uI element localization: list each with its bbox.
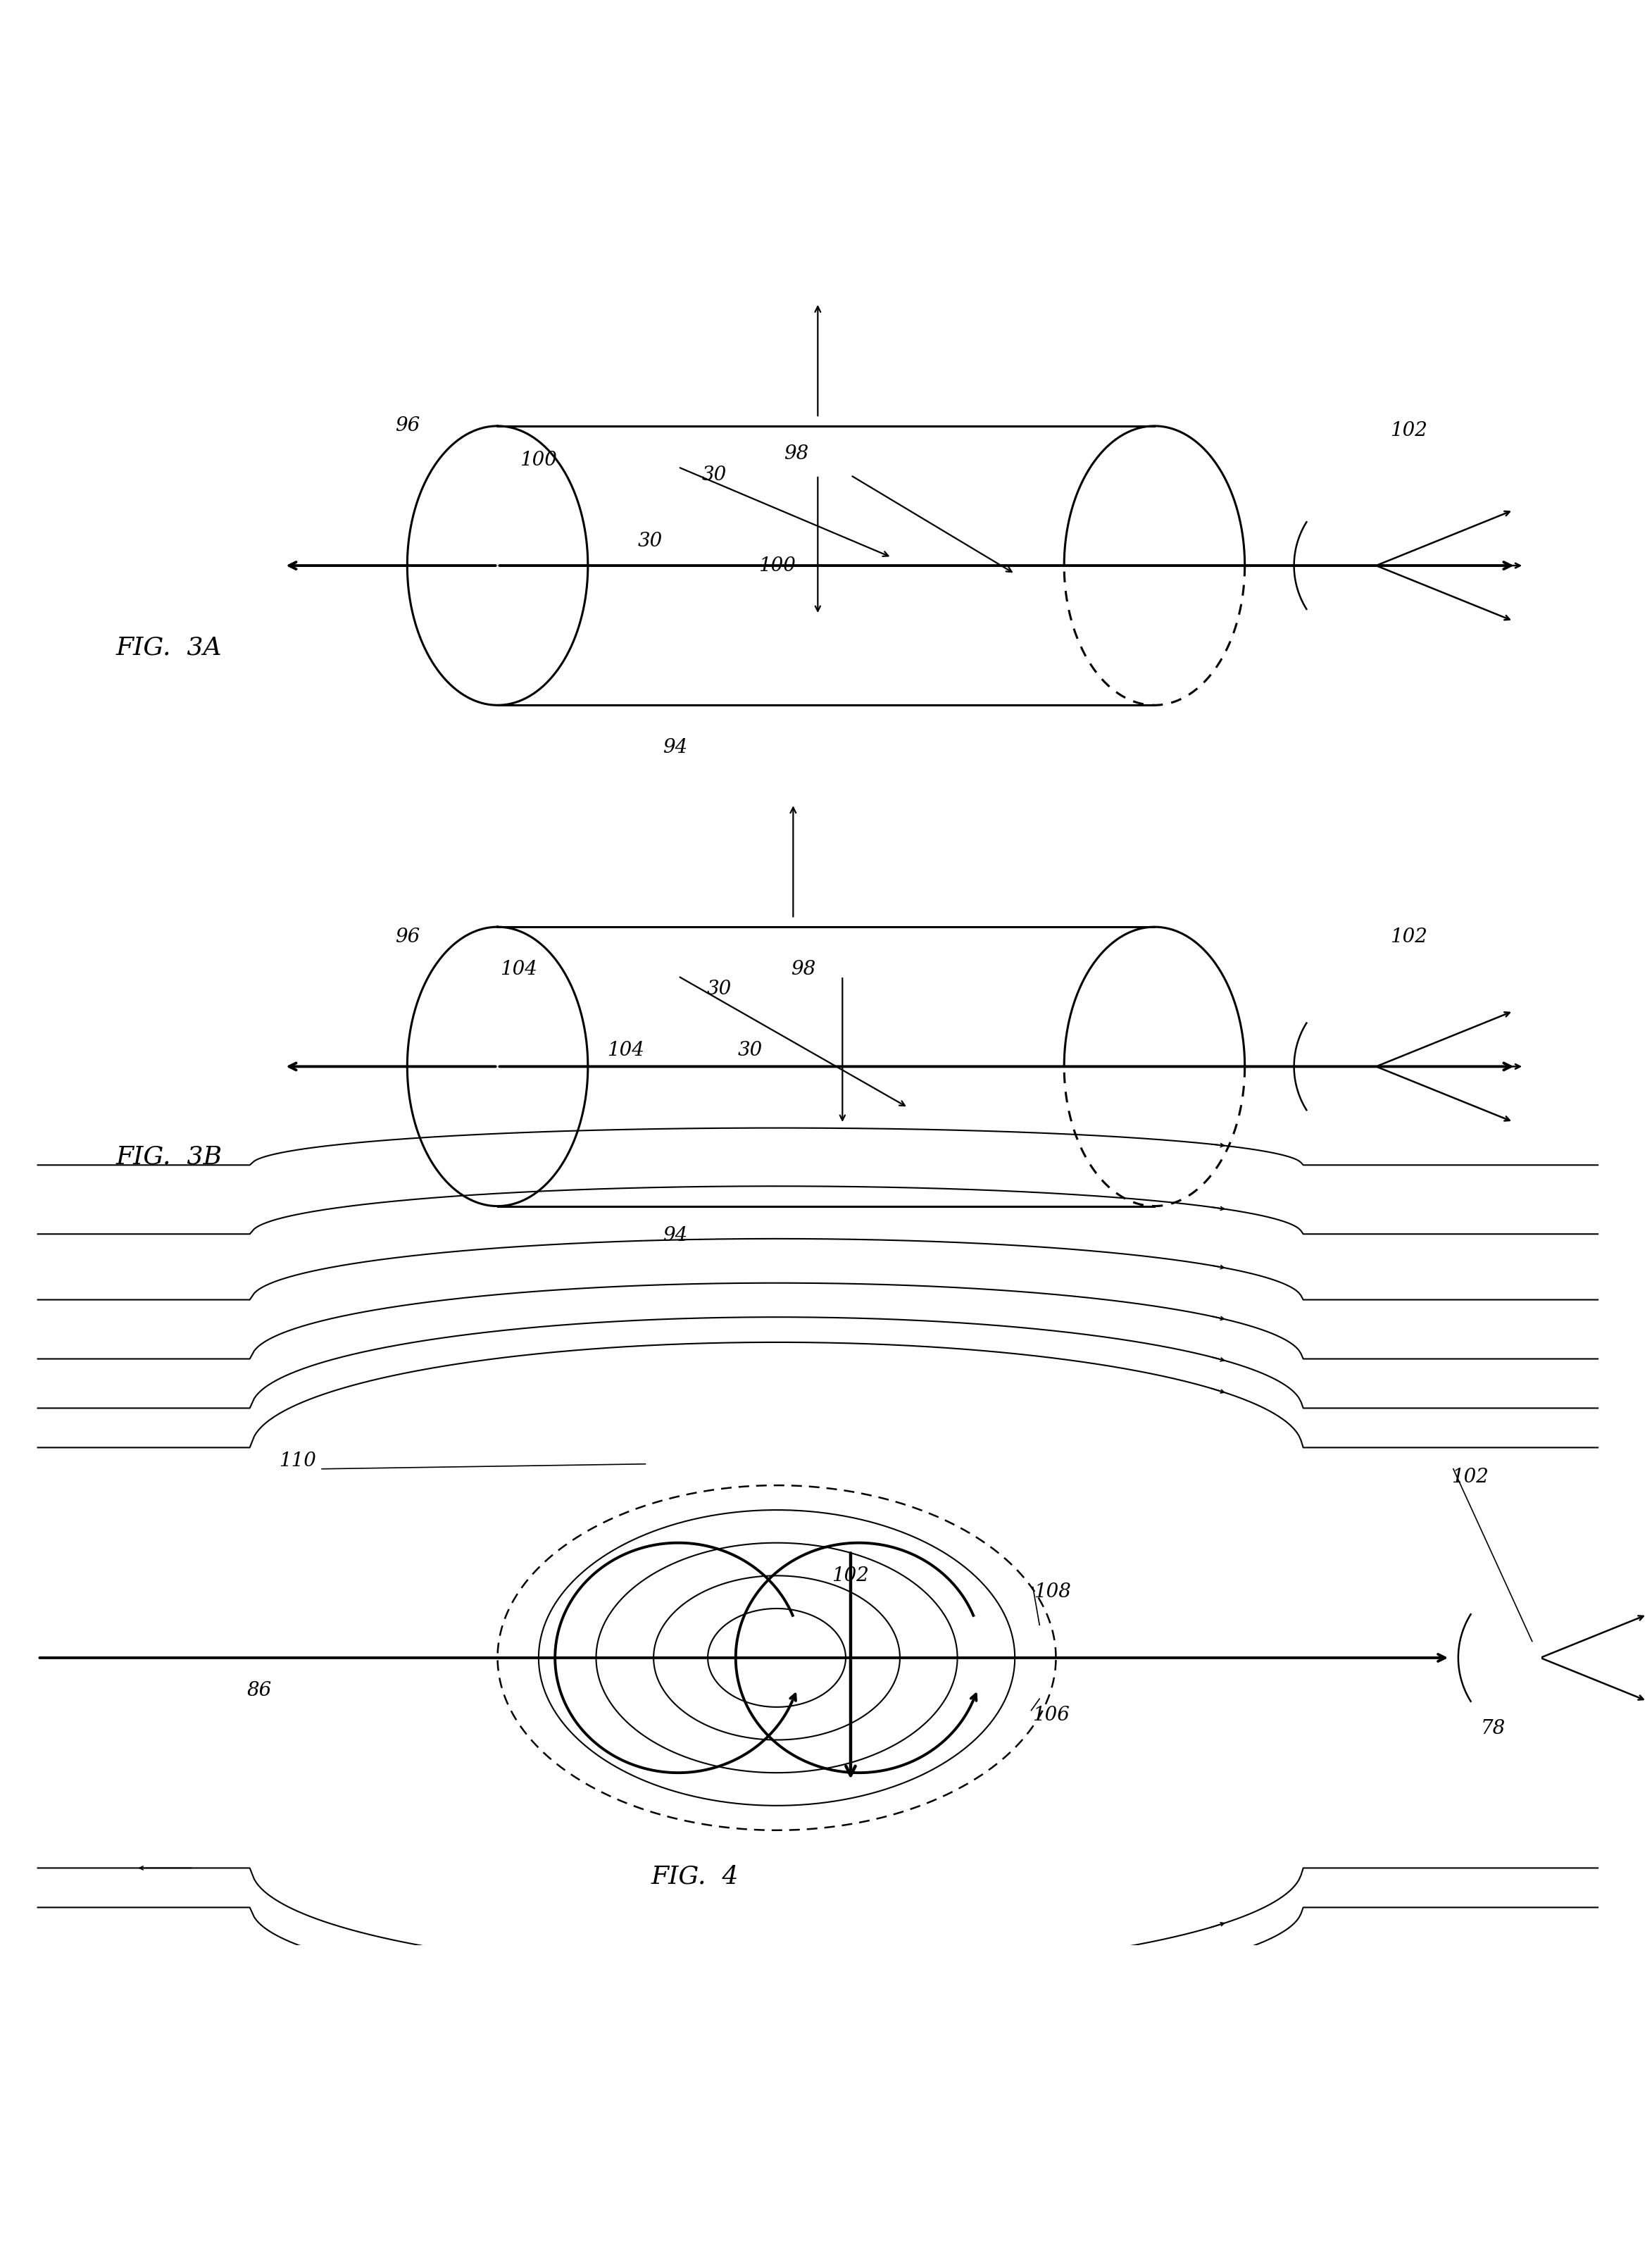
Text: 104: 104 xyxy=(501,960,537,980)
Text: 30: 30 xyxy=(702,465,727,486)
Text: FIG.  3A: FIG. 3A xyxy=(116,636,221,659)
Text: 108: 108 xyxy=(1034,1583,1070,1601)
Text: 102: 102 xyxy=(1450,1468,1488,1486)
Text: 102: 102 xyxy=(833,1567,869,1585)
Text: 104: 104 xyxy=(606,1041,644,1059)
Text: 100: 100 xyxy=(758,555,795,575)
Text: 30: 30 xyxy=(707,980,732,998)
Text: 102: 102 xyxy=(1391,926,1427,946)
Text: FIG.  3B: FIG. 3B xyxy=(116,1144,223,1169)
Text: 98: 98 xyxy=(791,960,816,980)
Text: 94: 94 xyxy=(662,737,687,758)
Text: 110: 110 xyxy=(279,1452,316,1470)
Text: 30: 30 xyxy=(738,1041,763,1059)
Text: 78: 78 xyxy=(1480,1720,1505,1738)
Text: 30: 30 xyxy=(638,531,662,551)
Text: 94: 94 xyxy=(662,1225,687,1245)
Text: 96: 96 xyxy=(395,926,420,946)
Text: 106: 106 xyxy=(1032,1706,1069,1724)
Text: 102: 102 xyxy=(1391,420,1427,441)
Text: 100: 100 xyxy=(520,452,557,470)
Text: 86: 86 xyxy=(248,1682,273,1699)
Text: 96: 96 xyxy=(395,416,420,436)
Text: FIG.  4: FIG. 4 xyxy=(651,1864,738,1888)
Text: 98: 98 xyxy=(785,445,809,463)
